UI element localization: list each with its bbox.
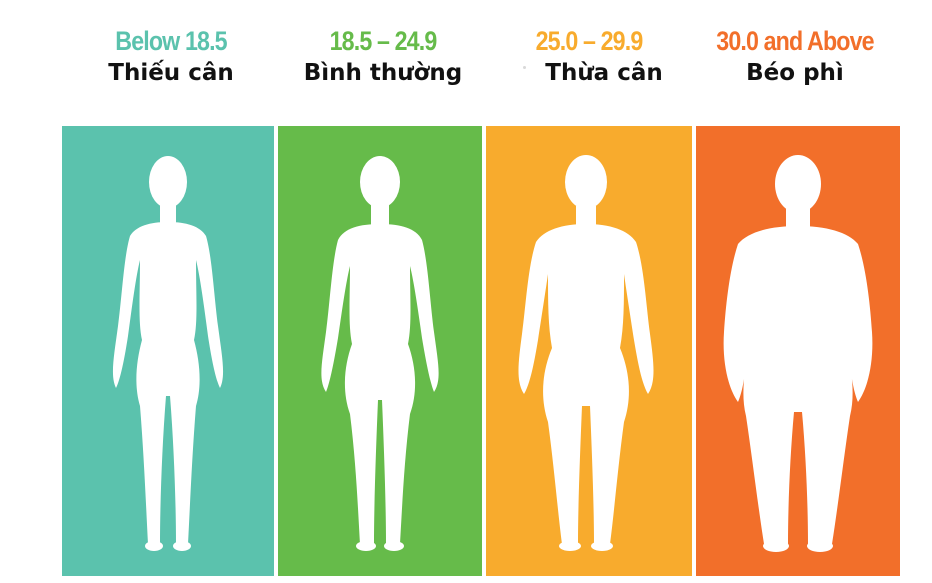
bmi-range-normal: 18.5 – 24.9 xyxy=(329,26,438,56)
silhouette-overweight-icon xyxy=(518,155,654,551)
silhouette-normal-icon xyxy=(321,156,439,551)
header-normal: 18.5 – 24.9 Bình thường xyxy=(278,26,488,88)
category-label-normal: Bình thường xyxy=(303,60,463,86)
bmi-range-overweight: 25.0 – 29.9 xyxy=(535,26,644,56)
category-label-obese: Béo phì xyxy=(746,60,844,86)
silhouette-obese-icon xyxy=(723,155,873,552)
panel-underweight xyxy=(62,126,274,576)
bmi-range-obese: 30.0 and Above xyxy=(716,26,874,56)
bmi-range-underweight: Below 18.5 xyxy=(115,26,227,56)
panel-normal xyxy=(278,126,482,576)
header-obese: 30.0 and Above Béo phì xyxy=(690,26,900,88)
panel-overweight xyxy=(486,126,692,576)
silhouette-underweight-icon xyxy=(112,156,224,551)
panel-obese xyxy=(696,126,900,576)
header-underweight: Below 18.5 Thiếu cân xyxy=(66,26,276,88)
stray-dot xyxy=(523,66,526,69)
category-label-overweight: Thừa cân xyxy=(545,60,663,86)
header-overweight: 25.0 – 29.9 Thừa cân xyxy=(484,26,694,88)
category-label-underweight: Thiếu cân xyxy=(108,60,234,86)
